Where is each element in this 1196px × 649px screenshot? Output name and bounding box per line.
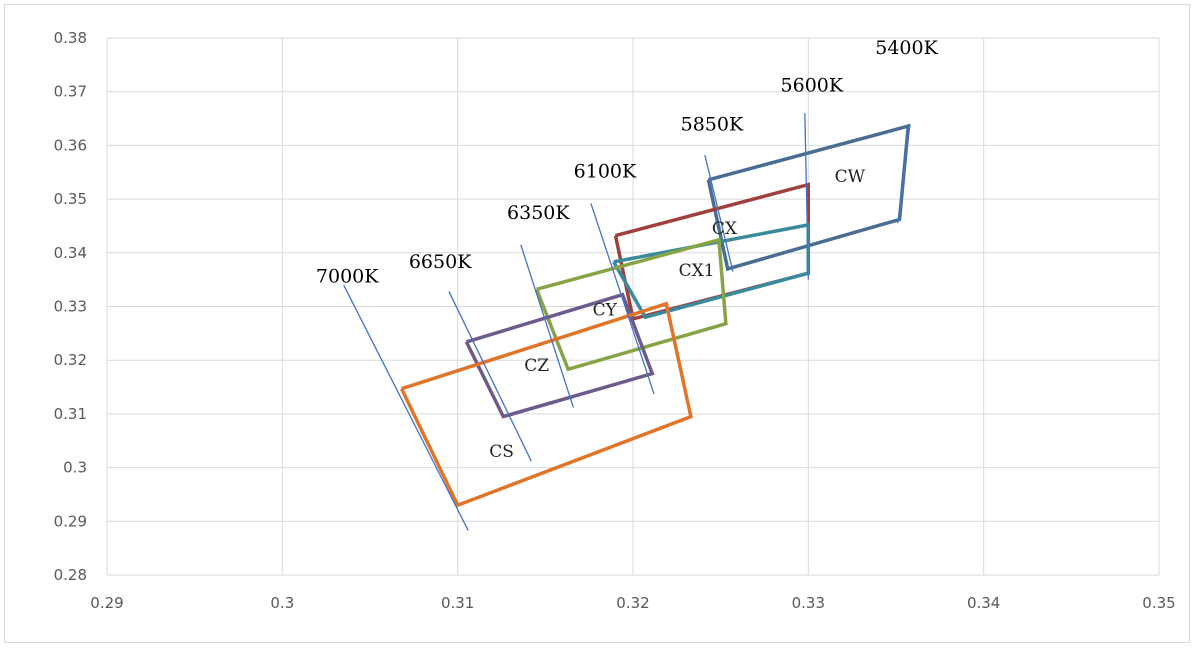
y-tick-label: 0.36 [54, 136, 87, 154]
iso-cct-line-5850k [704, 154, 734, 272]
cct-label-6100k: 6100K [574, 161, 637, 183]
y-tick-label: 0.32 [54, 351, 87, 369]
zone-label-cy: CY [593, 301, 618, 321]
y-tick-label: 0.35 [54, 190, 87, 208]
cct-label-6350k: 6350K [507, 202, 570, 224]
bin-cy-outline [534, 237, 728, 372]
y-tick-label: 0.33 [54, 298, 87, 316]
iso-cct-line-7000k [343, 284, 469, 531]
zone-label-cs: CS [489, 442, 514, 462]
iso-cct-line-6350k [520, 244, 575, 408]
bin-cs-outline [400, 301, 693, 508]
x-tick-label: 0.34 [967, 594, 1000, 612]
cct-label-5400k: 5400K [875, 37, 938, 59]
y-tick-label: 0.29 [54, 512, 87, 530]
iso-cct-line-5400k [897, 123, 911, 224]
chart-frame [4, 4, 1190, 643]
cct-label-6650k: 6650K [409, 251, 472, 273]
x-tick-label: 0.35 [1142, 594, 1175, 612]
y-tick-label: 0.34 [54, 244, 87, 262]
cct-label-5850k: 5850K [681, 113, 744, 135]
iso-cct-line-6100k [590, 203, 655, 395]
y-tick-label: 0.38 [54, 29, 87, 47]
bin-cz-outline [464, 292, 655, 419]
iso-cct-line-5600k [804, 113, 809, 280]
x-tick-label: 0.31 [441, 594, 474, 612]
zone-label-cx1: CX1 [679, 261, 715, 281]
x-tick-label: 0.3 [270, 594, 294, 612]
y-tick-label: 0.31 [54, 405, 87, 423]
iso-cct-line-6650k [448, 291, 532, 462]
y-tick-label: 0.28 [54, 566, 87, 584]
x-tick-label: 0.32 [616, 594, 649, 612]
cct-label-7000k: 7000K [316, 265, 379, 287]
y-tick-label: 0.37 [54, 83, 87, 101]
zone-label-cx: CX [712, 219, 738, 239]
zone-label-cw: CW [835, 167, 866, 187]
y-tick-label: 0.3 [63, 459, 87, 477]
x-tick-label: 0.33 [792, 594, 825, 612]
cct-label-5600k: 5600K [781, 75, 844, 97]
zone-label-cz: CZ [524, 356, 549, 376]
bin-cw-outline [706, 123, 911, 272]
x-tick-label: 0.29 [90, 594, 123, 612]
